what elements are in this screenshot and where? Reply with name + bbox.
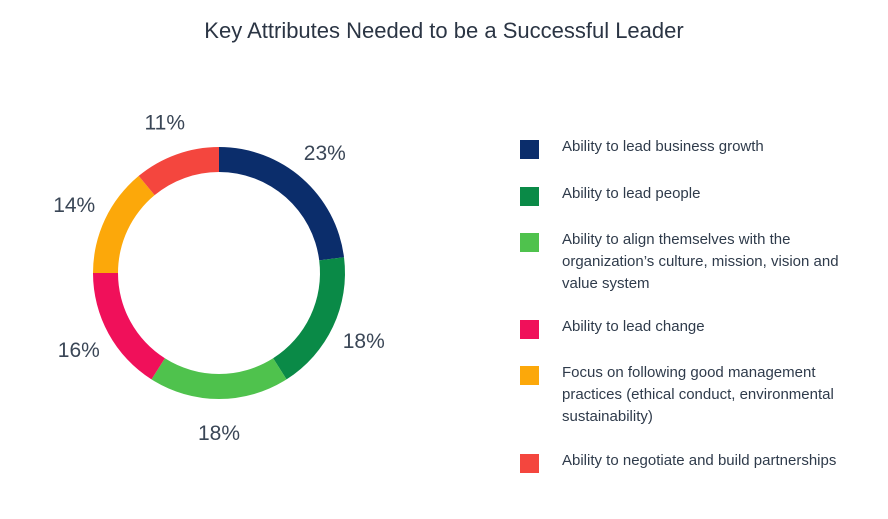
data-label-ability-to-lead-business-growt: 23% [304,142,346,165]
slice-focus-on-following-good-manage [93,175,155,273]
legend-label: Ability to lead business growth [562,138,764,155]
legend-swatch [520,454,539,473]
data-label-ability-to-lead-change: 16% [58,339,100,362]
legend-label: Focus on following good management pract… [562,364,834,425]
legend-swatch [520,233,539,252]
legend-label: Ability to lead people [562,185,701,202]
chart-title: Key Attributes Needed to be a Successful… [204,18,684,43]
legend-label: Ability to lead change [562,318,705,335]
data-label-ability-to-negotiate-and-build: 11% [145,111,185,134]
legend-label: Ability to align themselves with the org… [562,231,839,292]
slice-ability-to-align-themselves-wi [151,358,287,399]
data-label-ability-to-align-themselves-wi: 18% [198,422,240,445]
legend-swatch [520,320,539,339]
slice-ability-to-negotiate-and-build [138,147,219,196]
data-label-ability-to-lead-people: 18% [343,330,385,353]
legend-swatch [520,140,539,159]
legend-label: Ability to negotiate and build partnersh… [562,452,837,469]
slice-ability-to-lead-people [273,257,345,380]
data-label-focus-on-following-good-manage: 14% [53,194,95,217]
legend-swatch [520,366,539,385]
slice-ability-to-lead-change [93,273,165,380]
legend-swatch [520,187,539,206]
slice-ability-to-lead-business-growt [219,147,345,261]
